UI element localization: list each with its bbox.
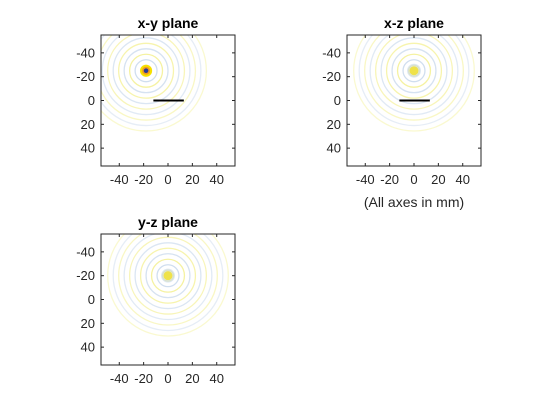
y-tick-label: 0 bbox=[334, 93, 341, 108]
x-tick-label: 40 bbox=[209, 172, 223, 187]
y-tick-label: -20 bbox=[76, 69, 95, 84]
y-tick-label: 40 bbox=[81, 141, 95, 156]
wave-ring bbox=[391, 48, 437, 94]
wave-ring bbox=[101, 35, 208, 132]
wave-ring bbox=[123, 48, 169, 94]
x-tick-label: -20 bbox=[134, 172, 153, 187]
x-tick-label: 0 bbox=[164, 371, 171, 386]
y-tick-label: 20 bbox=[81, 316, 95, 331]
wave-ring bbox=[374, 35, 454, 110]
wave-ring bbox=[139, 247, 197, 304]
wave-ring bbox=[150, 258, 186, 293]
wave-ring bbox=[134, 59, 158, 83]
chart-title: y-z plane bbox=[138, 214, 198, 230]
x-tick-label: 0 bbox=[410, 172, 417, 187]
axes-xy-plane: x-y plane -40 -20 0 20 40 -40 -20 0 20 40 bbox=[76, 15, 236, 187]
x-tick-label: -40 bbox=[110, 371, 129, 386]
y-tick-label: 0 bbox=[88, 93, 95, 108]
peak-core bbox=[163, 271, 173, 281]
wave-ring bbox=[112, 37, 180, 105]
wave-ring bbox=[145, 253, 191, 299]
y-tick-label: -20 bbox=[322, 69, 341, 84]
wave-ring bbox=[118, 42, 175, 99]
y-tick-label: -20 bbox=[76, 268, 95, 283]
wave-ring bbox=[101, 35, 197, 121]
wave-ring bbox=[101, 35, 202, 127]
wave-ring bbox=[396, 53, 432, 88]
wave-ring bbox=[156, 264, 180, 288]
y-tick-label: 20 bbox=[327, 117, 341, 132]
peak-core bbox=[143, 68, 149, 74]
x-tick-label: 40 bbox=[209, 371, 223, 386]
x-tick-label: 20 bbox=[185, 371, 199, 386]
x-tick-label: -40 bbox=[110, 172, 129, 187]
wave-ring bbox=[101, 35, 191, 116]
wave-ring bbox=[358, 35, 470, 127]
wave-ring bbox=[128, 236, 208, 315]
wave-ring bbox=[128, 53, 164, 88]
wave-ring bbox=[385, 42, 443, 99]
wave-ring bbox=[112, 234, 224, 332]
y-tick-label: -40 bbox=[76, 244, 95, 259]
wave-ring bbox=[402, 59, 426, 83]
x-tick-label: 0 bbox=[164, 172, 171, 187]
wave-ring bbox=[364, 35, 464, 121]
axes-xz-plane: x-z plane -40 -20 0 20 40 -40 -20 0 20 40 (All ax… bbox=[322, 15, 482, 210]
x-tick-label: -20 bbox=[380, 172, 399, 187]
wave-ring bbox=[118, 234, 218, 326]
chart-title: x-z plane bbox=[384, 15, 444, 31]
x-tick-label: -20 bbox=[134, 371, 153, 386]
wave-ring bbox=[369, 35, 459, 116]
y-tick-label: 40 bbox=[327, 141, 341, 156]
x-tick-label: 20 bbox=[185, 172, 199, 187]
wave-ring bbox=[107, 35, 186, 110]
y-tick-label: 0 bbox=[88, 292, 95, 307]
wave-ring bbox=[123, 234, 213, 321]
wave-ring bbox=[107, 234, 229, 337]
axes-yz-plane: y-z plane -40 -20 0 20 40 -40 -20 0 20 40 bbox=[76, 214, 236, 386]
y-tick-label: -40 bbox=[76, 45, 95, 60]
y-tick-label: 20 bbox=[81, 117, 95, 132]
x-tick-label: 20 bbox=[431, 172, 445, 187]
y-tick-label: -40 bbox=[322, 45, 341, 60]
x-tick-label: 40 bbox=[455, 172, 469, 187]
x-tick-label: -40 bbox=[356, 172, 375, 187]
wave-ring bbox=[353, 35, 475, 132]
y-tick-label: 40 bbox=[81, 340, 95, 355]
chart-title: x-y plane bbox=[138, 15, 199, 31]
peak-core bbox=[409, 66, 419, 76]
axes-units-note: (All axes in mm) bbox=[364, 194, 464, 210]
wave-ring bbox=[134, 242, 202, 310]
